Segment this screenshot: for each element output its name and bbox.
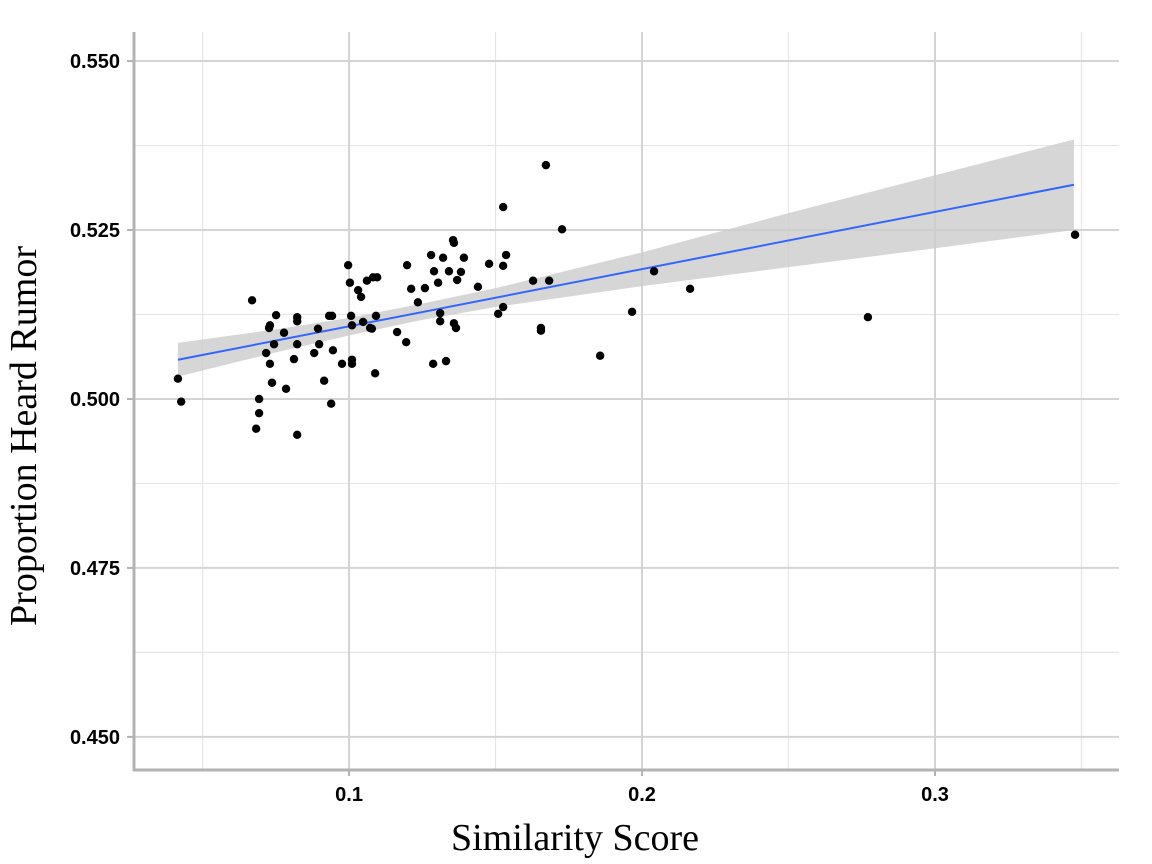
point xyxy=(435,308,445,318)
point xyxy=(863,312,873,322)
y-tick-label: 0.525 xyxy=(70,220,120,242)
point xyxy=(267,378,277,387)
point xyxy=(441,356,451,366)
point xyxy=(358,317,368,327)
y-tick-label: 0.550 xyxy=(70,51,120,73)
point xyxy=(247,296,257,305)
point xyxy=(435,317,445,326)
point xyxy=(627,307,637,316)
point xyxy=(406,284,416,294)
point xyxy=(428,359,438,369)
point xyxy=(595,351,605,360)
point xyxy=(313,324,323,333)
y-axis-title: Proportion Heard Rumor xyxy=(3,246,45,626)
point xyxy=(420,283,430,293)
point xyxy=(292,430,302,439)
y-tick-label: 0.475 xyxy=(70,558,120,580)
point xyxy=(362,276,372,285)
point xyxy=(392,327,402,337)
point xyxy=(444,267,454,276)
point xyxy=(356,292,366,302)
point xyxy=(326,399,336,408)
x-tick-label: 0.2 xyxy=(628,784,656,806)
point xyxy=(528,276,538,285)
point xyxy=(498,302,508,312)
point xyxy=(685,284,695,294)
point xyxy=(346,311,356,321)
point xyxy=(401,338,411,347)
point xyxy=(279,328,289,337)
point xyxy=(429,267,439,276)
point xyxy=(649,267,659,276)
point xyxy=(498,261,508,271)
x-tick-label: 0.3 xyxy=(921,784,949,806)
point xyxy=(473,282,483,291)
point xyxy=(449,238,459,248)
confidence-band xyxy=(177,139,1074,377)
point xyxy=(309,348,319,358)
point xyxy=(456,267,466,277)
point xyxy=(541,160,551,170)
point xyxy=(176,397,186,406)
point xyxy=(544,276,554,285)
point xyxy=(372,273,382,282)
point xyxy=(271,310,281,320)
point xyxy=(347,321,357,330)
point xyxy=(1070,230,1080,239)
point xyxy=(402,260,412,270)
point xyxy=(251,424,261,433)
point xyxy=(433,278,443,287)
point xyxy=(347,359,357,369)
point xyxy=(413,298,423,307)
point xyxy=(367,324,377,333)
point xyxy=(327,311,337,321)
point xyxy=(173,374,183,383)
point xyxy=(484,259,494,269)
point xyxy=(269,340,279,349)
point xyxy=(370,369,380,378)
point xyxy=(557,225,567,234)
point xyxy=(337,359,347,369)
point xyxy=(493,309,503,319)
point xyxy=(328,346,338,355)
y-tick-label: 0.450 xyxy=(70,727,120,749)
point xyxy=(289,354,299,364)
x-axis-title: Similarity Score xyxy=(451,817,699,859)
point xyxy=(254,394,264,404)
x-tick-label: 0.1 xyxy=(335,784,363,806)
y-tick-label: 0.500 xyxy=(70,389,120,411)
point xyxy=(345,278,355,287)
point xyxy=(353,285,363,295)
point xyxy=(343,260,353,270)
point xyxy=(261,348,271,358)
point xyxy=(265,321,275,330)
point xyxy=(498,202,508,212)
point xyxy=(451,323,461,333)
point xyxy=(536,323,546,333)
point xyxy=(371,311,381,321)
point xyxy=(292,317,302,326)
point xyxy=(501,250,511,260)
point xyxy=(426,250,436,260)
point xyxy=(254,408,264,418)
point xyxy=(452,275,462,285)
point xyxy=(438,253,448,262)
point xyxy=(265,359,275,369)
point xyxy=(292,340,302,349)
point xyxy=(319,376,329,385)
point xyxy=(459,253,469,262)
point xyxy=(281,384,291,394)
point xyxy=(314,340,324,349)
fit-line xyxy=(177,183,1075,361)
